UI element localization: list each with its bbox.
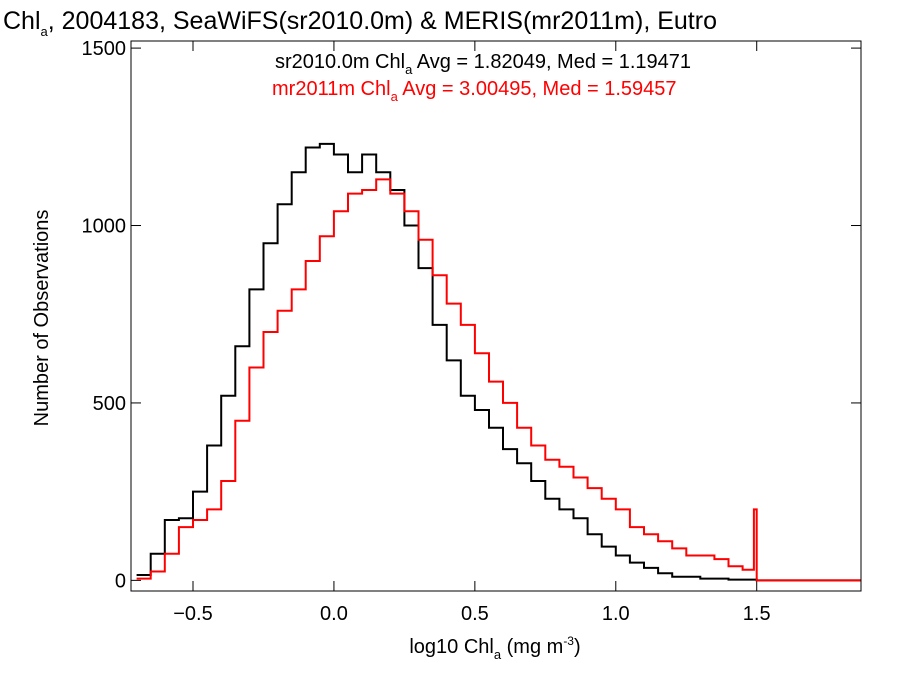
series-layer [136,142,861,582]
plot-frame [130,40,862,592]
x-tick-label: 1.5 [743,603,771,625]
x-tick-label: −0.5 [173,603,212,625]
series-line-mr2011m [136,178,861,582]
y-tick-label: 500 [93,393,126,415]
x-tick-label: 0.0 [320,603,348,625]
x-axis-label: log10 Chla (mg m-3) [409,634,580,662]
series-line-sr2010.0m [136,142,861,582]
y-tick-label: 0 [115,570,126,592]
y-tick-label: 1500 [82,38,127,60]
axis-ticks: −0.5 0.0 0.5 1.0 1.5 0 500 1000 1500 [82,38,861,625]
y-tick-label: 1000 [82,216,127,238]
series-2-stats: mr2011m Chla Avg = 3.00495, Med = 1.5945… [272,78,677,104]
series-1-stats: sr2010.0m Chla Avg = 1.82049, Med = 1.19… [275,51,691,77]
x-tick-label: 0.5 [461,603,489,625]
x-tick-label: 1.0 [602,603,630,625]
y-axis-label: Number of Observations [31,210,53,427]
chart-title: Chla, 2004183, SeaWiFS(sr2010.0m) & MERI… [3,7,717,39]
